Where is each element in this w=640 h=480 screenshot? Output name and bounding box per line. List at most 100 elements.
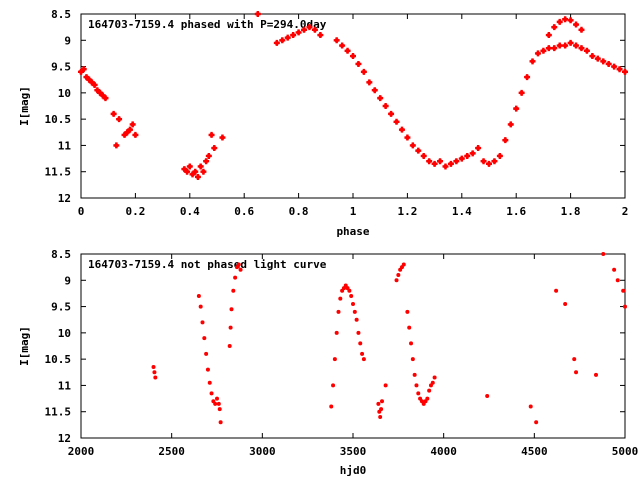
data-point-core — [437, 159, 443, 164]
x-tick-label: 0 — [78, 205, 85, 218]
data-point-core — [606, 61, 611, 67]
data-point-core — [519, 90, 524, 96]
data-point-core — [611, 64, 617, 69]
data-point-core — [579, 27, 584, 32]
data-point — [401, 262, 406, 267]
data-point-core — [111, 111, 116, 117]
data-point — [205, 367, 210, 372]
x-tick-label: 2500 — [158, 445, 185, 458]
data-point — [334, 330, 339, 335]
data-point — [410, 357, 415, 362]
data-point — [354, 317, 359, 322]
data-point — [414, 383, 419, 388]
x-axis-label: hjd0 — [340, 464, 367, 477]
data-point — [379, 407, 384, 412]
y-tick-label: 9.5 — [51, 301, 71, 314]
data-point — [228, 325, 233, 330]
data-point — [380, 399, 385, 404]
data-point-core — [426, 159, 432, 164]
data-point-core — [573, 22, 579, 27]
data-point-core — [116, 116, 122, 122]
data-point — [153, 375, 158, 380]
chart-title: 164703-7159.4 phased with P=294.0day — [88, 18, 327, 31]
data-point — [200, 320, 205, 325]
data-point-core — [334, 38, 339, 43]
data-points — [78, 11, 628, 180]
data-point-core — [486, 161, 492, 167]
data-point — [236, 262, 241, 267]
data-point-core — [182, 166, 187, 172]
data-points — [151, 252, 627, 425]
data-point-core — [568, 40, 573, 46]
data-point-core — [290, 32, 296, 38]
data-point — [227, 344, 232, 348]
data-point-core — [416, 148, 421, 153]
data-point-core — [595, 56, 600, 61]
data-point — [207, 380, 212, 385]
data-point-core — [432, 161, 437, 167]
data-point-core — [114, 143, 119, 148]
data-point-core — [195, 174, 201, 180]
y-axis-label: I[mag] — [18, 326, 31, 366]
data-point-core — [530, 59, 535, 64]
data-point-core — [552, 24, 557, 30]
data-point-core — [190, 172, 195, 177]
y-tick-label: 12 — [58, 192, 71, 205]
data-point-core — [97, 90, 103, 96]
data-point-core — [481, 159, 486, 164]
data-point — [151, 365, 156, 370]
y-tick-label: 11.5 — [45, 406, 72, 419]
data-point — [204, 351, 209, 356]
data-point — [376, 401, 381, 406]
y-tick-label: 10 — [58, 87, 71, 100]
data-point-core — [557, 19, 562, 25]
data-point — [215, 396, 219, 401]
data-point-core — [535, 51, 541, 56]
y-tick-label: 9.5 — [51, 61, 71, 74]
data-point — [360, 351, 365, 356]
data-point — [383, 383, 388, 388]
data-point — [196, 294, 201, 299]
axis-ticks: 0 0.2 0.4 0.6 0.8 1 1.2 1.4 1.6 1.8 2 8.5 9 9.5 10 10.5… — [45, 8, 629, 218]
data-point-core — [209, 132, 214, 138]
y-tick-label: 9 — [64, 274, 71, 287]
data-point-core — [617, 67, 622, 72]
data-point — [528, 404, 533, 409]
y-tick-label: 9 — [64, 34, 71, 47]
data-point-core — [100, 93, 105, 98]
data-point — [427, 388, 432, 393]
data-point — [209, 391, 214, 396]
x-tick-label: 5000 — [612, 445, 639, 458]
data-point-core — [475, 145, 481, 151]
data-point-core — [89, 80, 95, 85]
data-point — [332, 357, 337, 362]
data-point-core — [590, 53, 595, 59]
plot-frame — [80, 253, 626, 439]
data-point-core — [383, 103, 388, 109]
plot-frame — [80, 13, 626, 199]
data-point — [336, 309, 341, 314]
x-tick-label: 4500 — [521, 445, 548, 458]
data-point-core — [388, 111, 394, 117]
data-point-core — [557, 43, 562, 48]
x-tick-label: 4000 — [430, 445, 457, 458]
data-point — [405, 309, 410, 314]
data-point — [152, 370, 157, 375]
data-point-core — [95, 88, 100, 93]
data-point — [409, 341, 414, 346]
data-point-core — [459, 156, 464, 161]
data-point-core — [187, 164, 192, 169]
data-point — [574, 370, 579, 375]
data-point-core — [492, 159, 497, 164]
x-tick-label: 0.2 — [125, 205, 145, 218]
data-point-core — [399, 127, 405, 132]
data-point — [394, 278, 399, 283]
data-point-core — [562, 43, 568, 48]
data-point-core — [318, 32, 323, 38]
x-tick-label: 0.8 — [289, 205, 309, 218]
data-point-core — [201, 169, 206, 174]
data-point-core — [410, 143, 416, 148]
data-point-core — [378, 95, 383, 101]
data-point — [430, 380, 435, 385]
data-point-core — [367, 80, 372, 85]
